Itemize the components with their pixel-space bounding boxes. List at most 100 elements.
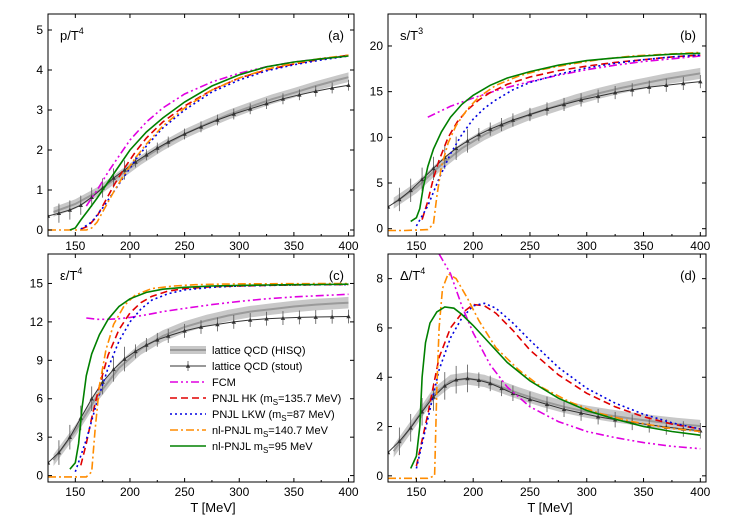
axis-frame xyxy=(47,253,355,483)
y-tick-label: 12 xyxy=(30,315,44,329)
y-axis-label-sup: 4 xyxy=(420,266,425,276)
y-tick-label: 8 xyxy=(376,272,383,286)
stout-point xyxy=(280,96,286,101)
stout-point xyxy=(122,167,127,172)
stout-point xyxy=(595,414,601,419)
plot-area xyxy=(388,254,703,480)
series-line-pnjl-lkw xyxy=(415,54,701,227)
stout-point xyxy=(453,377,459,382)
x-tick-label: 250 xyxy=(175,485,195,499)
x-tick-label: 250 xyxy=(520,239,540,253)
legend-label: lattice QCD (HISQ) xyxy=(212,345,306,357)
series-band-hisq xyxy=(53,296,349,466)
y-tick-label: 6 xyxy=(376,321,383,335)
x-tick-label: 300 xyxy=(577,485,597,499)
legend-item: nl-PNJL mS=140.7 MeV xyxy=(170,425,329,439)
y-tick-label: 0 xyxy=(36,469,43,483)
y-axis-label-sup: 3 xyxy=(418,26,423,36)
x-tick-label: 350 xyxy=(634,485,654,499)
stout-point xyxy=(397,197,402,202)
x-tick-label: 300 xyxy=(229,485,249,499)
x-tick-label: 350 xyxy=(634,239,654,253)
stout-point xyxy=(67,434,73,439)
x-tick-label: 250 xyxy=(175,239,195,253)
series-line-pnjl-hk xyxy=(415,303,701,467)
stout-point xyxy=(247,317,253,322)
series-line-nl-pnjl-95 xyxy=(69,55,349,231)
stout-point xyxy=(476,132,482,137)
x-tick-label: 150 xyxy=(65,239,85,253)
stout-point xyxy=(155,337,160,342)
y-tick-label: 3 xyxy=(36,430,43,444)
stout-point xyxy=(313,314,318,319)
panel-d: 150 200 250 300 350 400 0 2 4 6 8 Δ/T4 (d) xyxy=(376,253,711,499)
stout-point xyxy=(264,316,269,321)
stout-point xyxy=(48,460,51,465)
stout-point xyxy=(664,83,669,88)
stout-point xyxy=(166,139,171,144)
x-tick-label: 400 xyxy=(690,239,710,253)
series-line-nl-pnjl-140-7 xyxy=(48,54,349,231)
y-tick-label: 4 xyxy=(376,370,383,384)
stout-point xyxy=(144,342,149,347)
stout-point xyxy=(499,386,504,391)
x-tick-label: 400 xyxy=(690,485,710,499)
stout-point xyxy=(419,177,425,182)
y-tick-label: 20 xyxy=(370,39,384,53)
x-tick-label: 350 xyxy=(284,239,304,253)
stout-point xyxy=(329,314,335,319)
stout-point xyxy=(431,394,436,399)
y-axis-label: ε/T4 xyxy=(60,266,82,283)
panel-label: (b) xyxy=(680,28,696,43)
stout-point xyxy=(465,376,470,381)
stout-point xyxy=(78,203,83,207)
stout-point xyxy=(578,410,584,415)
series-line-nl-pnjl-95 xyxy=(410,52,701,223)
stout-point xyxy=(465,138,470,143)
axis-frame xyxy=(387,253,707,483)
stout-point xyxy=(346,83,351,87)
y-axis-label-sup: 4 xyxy=(79,26,84,36)
y-tick-label: 5 xyxy=(376,176,383,190)
stout-point xyxy=(527,397,533,402)
stout-point xyxy=(215,322,220,327)
series-line-nl-pnjl-140-7 xyxy=(48,282,349,478)
series-band-hisq xyxy=(393,67,701,209)
stout-point xyxy=(89,396,94,401)
stout-point xyxy=(111,175,116,180)
stout-point xyxy=(647,84,652,89)
legend-label: FCM xyxy=(212,377,236,389)
x-tick-label: 300 xyxy=(577,239,597,253)
stout-point xyxy=(280,315,286,320)
series-line-fcm xyxy=(438,254,701,450)
stout-point xyxy=(595,94,601,99)
stout-point xyxy=(476,378,482,383)
x-tick-label: 350 xyxy=(284,485,304,499)
stout-point xyxy=(431,166,436,171)
stout-point xyxy=(453,146,459,151)
x-tick-label: 200 xyxy=(463,239,483,253)
stout-point xyxy=(144,152,149,157)
stout-point xyxy=(56,211,62,215)
series-line-nl-pnjl-95 xyxy=(69,283,349,470)
legend-label: lattice QCD (stout) xyxy=(212,361,302,373)
panel-b: 150 200 250 300 350 400 0 5 10 15 20 s/T3 (b) xyxy=(370,13,711,253)
y-axis-label: Δ/T4 xyxy=(400,266,425,283)
series-line-fcm xyxy=(86,293,349,321)
stout-point xyxy=(527,112,533,117)
legend-label: nl-PNJL mS=140.7 MeV xyxy=(212,425,329,439)
panel-label: (d) xyxy=(680,268,696,283)
x-tick-label: 200 xyxy=(463,485,483,499)
legend-item: PNJL LKW (mS=87 MeV) xyxy=(170,409,335,423)
y-tick-label: 3 xyxy=(36,103,43,117)
stout-point xyxy=(231,319,236,324)
y-tick-label: 15 xyxy=(30,276,44,290)
legend-swatch-marker xyxy=(185,363,191,368)
panel-c: 150 200 250 300 350 400 0 3 6 9 12 15 ε/T4 (c) xyxy=(30,253,359,499)
stout-point xyxy=(544,402,550,407)
stout-point xyxy=(442,383,447,388)
series-line-nl-pnjl-95 xyxy=(409,306,701,469)
stout-point xyxy=(111,367,116,372)
x-tick-label: 200 xyxy=(120,239,140,253)
legend-label: PNJL HK (mS=135.7 MeV) xyxy=(212,393,341,407)
